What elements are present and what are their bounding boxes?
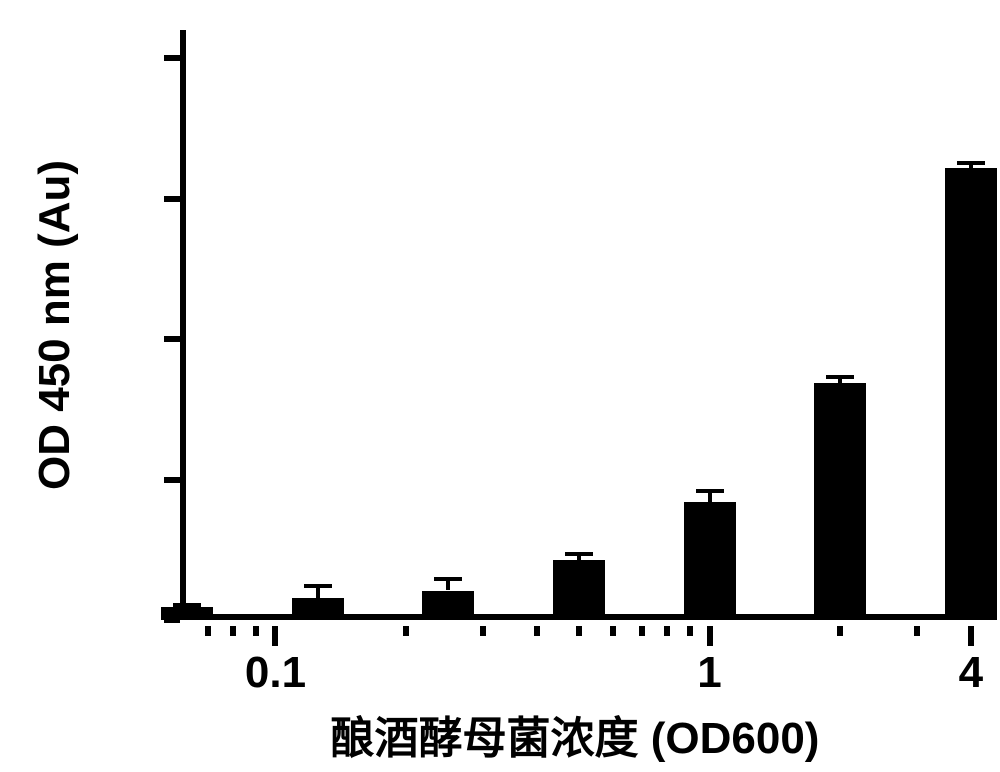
- error-bar-cap: [173, 603, 201, 607]
- x-tick: [639, 626, 645, 636]
- x-axis-label: 酿酒酵母菌浓度 (OD600): [331, 702, 820, 766]
- error-bar-cap: [696, 489, 724, 493]
- bar: [422, 591, 474, 621]
- x-tick: [664, 626, 670, 636]
- x-tick: [272, 626, 278, 646]
- x-tick: [968, 626, 974, 646]
- error-bar-cap: [957, 161, 985, 165]
- x-tick: [403, 626, 409, 636]
- y-tick: [164, 55, 180, 61]
- error-bar-cap: [565, 552, 593, 556]
- x-tick-label-end: 4: [959, 648, 983, 698]
- x-tick: [707, 626, 713, 646]
- y-tick: [164, 196, 180, 202]
- x-tick: [576, 626, 582, 636]
- x-tick-label: 1: [697, 648, 721, 698]
- error-bar-cap: [826, 375, 854, 379]
- y-tick: [164, 477, 180, 483]
- bar: [292, 598, 344, 620]
- x-tick: [253, 626, 259, 636]
- y-tick: [164, 336, 180, 342]
- x-tick: [534, 626, 540, 636]
- bar: [684, 502, 736, 620]
- x-tick: [837, 626, 843, 636]
- error-bar-cap: [304, 584, 332, 588]
- y-axis-label: OD 450 nm (Au): [30, 160, 80, 490]
- x-tick: [230, 626, 236, 636]
- x-tick: [914, 626, 920, 636]
- bar: [945, 168, 997, 620]
- x-tick: [610, 626, 616, 636]
- error-bar-cap: [434, 577, 462, 581]
- bar: [553, 560, 605, 620]
- x-tick: [205, 626, 211, 636]
- x-tick: [687, 626, 693, 636]
- x-tick-label: 0.1: [245, 648, 306, 698]
- x-tick: [480, 626, 486, 636]
- bar: [814, 383, 866, 620]
- bar: [161, 607, 213, 620]
